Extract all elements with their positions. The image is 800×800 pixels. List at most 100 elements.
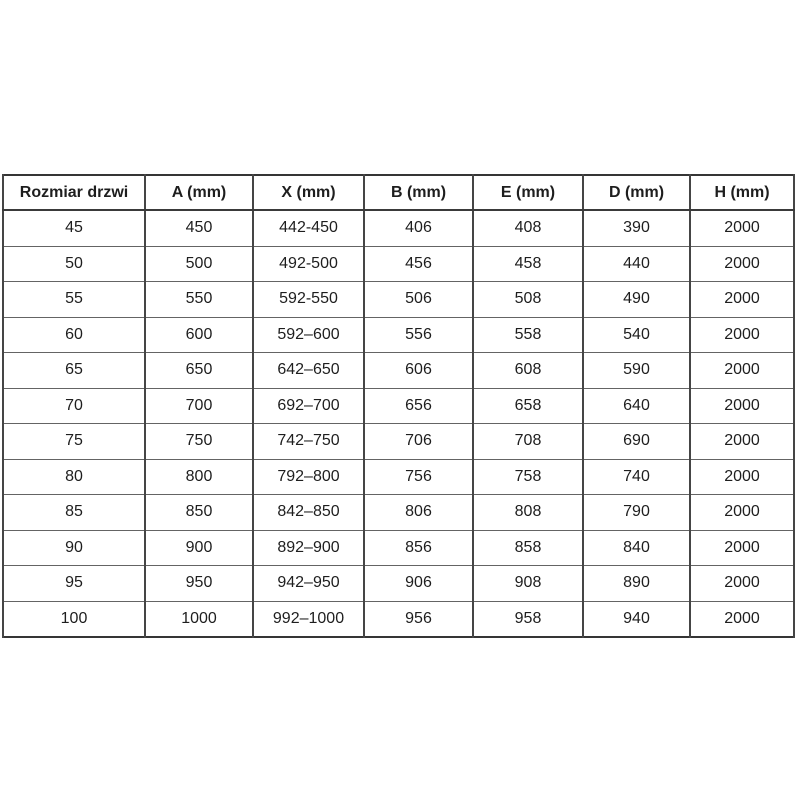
table-cell: 492-500 — [252, 245, 365, 282]
table-cell: 956 — [363, 600, 474, 638]
table-cell: 442-450 — [252, 209, 365, 247]
table-body: 45 450 442-450 406 408 390 2000 50 500 492-500 456… — [2, 209, 795, 638]
table-cell: 590 — [582, 352, 691, 389]
table-cell: 2000 — [689, 600, 795, 638]
table-row: 45 450 442-450 406 408 390 2000 — [2, 209, 795, 247]
table-cell: 592-550 — [252, 281, 365, 318]
table-cell: 600 — [144, 316, 254, 353]
table-row: 55 550 592-550 506 508 490 2000 — [2, 281, 795, 318]
table-cell: 490 — [582, 281, 691, 318]
table-cell: 806 — [363, 494, 474, 531]
table-cell: 440 — [582, 245, 691, 282]
table-cell: 2000 — [689, 281, 795, 318]
table-cell: 450 — [144, 209, 254, 247]
table-cell: 692–700 — [252, 387, 365, 424]
table-cell: 992–1000 — [252, 600, 365, 638]
table-cell: 790 — [582, 494, 691, 531]
column-header-6: H (mm) — [689, 174, 795, 211]
table-cell: 858 — [472, 529, 584, 566]
table-cell: 656 — [363, 387, 474, 424]
table-cell: 592–600 — [252, 316, 365, 353]
table-cell: 908 — [472, 565, 584, 602]
table-cell: 606 — [363, 352, 474, 389]
table-cell: 408 — [472, 209, 584, 247]
table-row: 100 1000 992–1000 956 958 940 2000 — [2, 600, 795, 638]
table-cell: 95 — [2, 565, 146, 602]
table-cell: 708 — [472, 423, 584, 460]
door-size-table: Rozmiar drzwi A (mm) X (mm) B (mm) E (mm) D (… — [2, 174, 795, 638]
table-row: 70 700 692–700 656 658 640 2000 — [2, 387, 795, 424]
table-cell: 2000 — [689, 494, 795, 531]
table-row: 65 650 642–650 606 608 590 2000 — [2, 352, 795, 389]
table-cell: 458 — [472, 245, 584, 282]
table-cell: 506 — [363, 281, 474, 318]
table-cell: 840 — [582, 529, 691, 566]
table-cell: 85 — [2, 494, 146, 531]
table-cell: 800 — [144, 458, 254, 495]
table-cell: 2000 — [689, 387, 795, 424]
door-size-table-container: Rozmiar drzwi A (mm) X (mm) B (mm) E (mm) D (… — [2, 174, 795, 638]
table-cell: 850 — [144, 494, 254, 531]
table-cell: 80 — [2, 458, 146, 495]
table-cell: 856 — [363, 529, 474, 566]
table-cell: 2000 — [689, 423, 795, 460]
table-header-row: Rozmiar drzwi A (mm) X (mm) B (mm) E (mm) D (… — [2, 174, 795, 211]
table-cell: 406 — [363, 209, 474, 247]
table-cell: 70 — [2, 387, 146, 424]
table-cell: 642–650 — [252, 352, 365, 389]
column-header-4: E (mm) — [472, 174, 584, 211]
table-cell: 906 — [363, 565, 474, 602]
table-cell: 60 — [2, 316, 146, 353]
table-cell: 2000 — [689, 245, 795, 282]
table-cell: 390 — [582, 209, 691, 247]
table-cell: 2000 — [689, 565, 795, 602]
table-cell: 758 — [472, 458, 584, 495]
table-cell: 640 — [582, 387, 691, 424]
table-cell: 958 — [472, 600, 584, 638]
table-cell: 690 — [582, 423, 691, 460]
table-cell: 842–850 — [252, 494, 365, 531]
table-cell: 65 — [2, 352, 146, 389]
table-cell: 55 — [2, 281, 146, 318]
column-header-3: B (mm) — [363, 174, 474, 211]
table-cell: 650 — [144, 352, 254, 389]
table-cell: 500 — [144, 245, 254, 282]
table-cell: 808 — [472, 494, 584, 531]
table-row: 80 800 792–800 756 758 740 2000 — [2, 458, 795, 495]
table-cell: 950 — [144, 565, 254, 602]
table-cell: 2000 — [689, 316, 795, 353]
table-cell: 750 — [144, 423, 254, 460]
table-cell: 540 — [582, 316, 691, 353]
table-cell: 1000 — [144, 600, 254, 638]
table-cell: 900 — [144, 529, 254, 566]
table-cell: 700 — [144, 387, 254, 424]
table-row: 95 950 942–950 906 908 890 2000 — [2, 565, 795, 602]
table-cell: 45 — [2, 209, 146, 247]
table-cell: 2000 — [689, 458, 795, 495]
table-cell: 658 — [472, 387, 584, 424]
table-cell: 2000 — [689, 209, 795, 247]
table-row: 60 600 592–600 556 558 540 2000 — [2, 316, 795, 353]
table-cell: 456 — [363, 245, 474, 282]
table-cell: 740 — [582, 458, 691, 495]
table-cell: 90 — [2, 529, 146, 566]
column-header-0: Rozmiar drzwi — [2, 174, 146, 211]
table-cell: 890 — [582, 565, 691, 602]
table-cell: 550 — [144, 281, 254, 318]
table-cell: 558 — [472, 316, 584, 353]
table-cell: 742–750 — [252, 423, 365, 460]
table-cell: 756 — [363, 458, 474, 495]
table-cell: 892–900 — [252, 529, 365, 566]
table-cell: 608 — [472, 352, 584, 389]
table-cell: 706 — [363, 423, 474, 460]
column-header-2: X (mm) — [252, 174, 365, 211]
column-header-5: D (mm) — [582, 174, 691, 211]
table-cell: 50 — [2, 245, 146, 282]
table-cell: 2000 — [689, 529, 795, 566]
table-cell: 942–950 — [252, 565, 365, 602]
table-row: 90 900 892–900 856 858 840 2000 — [2, 529, 795, 566]
table-row: 85 850 842–850 806 808 790 2000 — [2, 494, 795, 531]
table-cell: 508 — [472, 281, 584, 318]
table-cell: 2000 — [689, 352, 795, 389]
